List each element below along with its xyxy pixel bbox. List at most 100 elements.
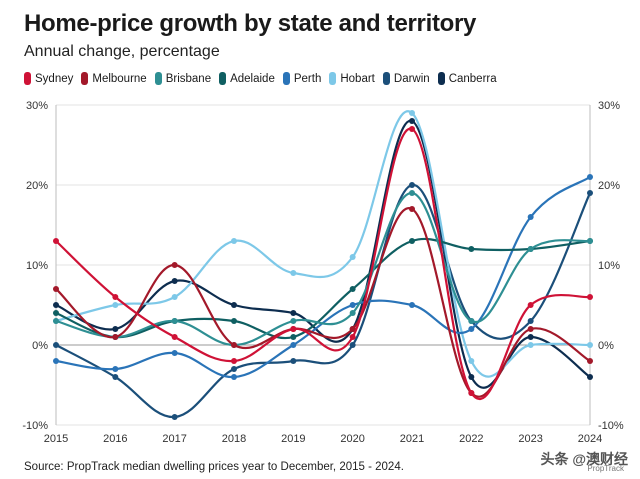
legend-item-adelaide: Adelaide: [219, 72, 275, 85]
data-point-sydney: [587, 294, 593, 300]
legend-label: Adelaide: [230, 72, 275, 85]
data-point-sydney: [349, 334, 356, 340]
data-point-canberra: [171, 278, 178, 284]
data-point-darwin: [587, 190, 593, 196]
data-point-melbourne: [231, 342, 237, 348]
chart-legend: Sydney Melbourne Brisbane Adelaide Perth Hoba…: [24, 72, 497, 85]
legend-item-canberra: Canberra: [437, 72, 497, 85]
data-point-perth: [53, 358, 59, 364]
x-tick-label: 2020: [340, 433, 364, 445]
legend-label: Sydney: [35, 72, 74, 85]
data-point-sydney: [231, 358, 237, 364]
data-point-melbourne: [587, 358, 593, 364]
y-tick-label-left: 10%: [26, 260, 48, 272]
data-point-sydney: [53, 238, 59, 244]
data-point-adelaide: [53, 310, 59, 316]
data-point-melbourne: [171, 262, 178, 268]
data-point-canberra: [231, 302, 237, 308]
legend-item-darwin: Darwin: [382, 72, 430, 85]
x-tick-label: 2021: [400, 433, 424, 445]
data-point-sydney: [409, 126, 415, 132]
legend-item-hobart: Hobart: [329, 72, 375, 85]
data-point-perth: [112, 366, 119, 372]
data-point-darwin: [527, 318, 534, 324]
legend-label: Melbourne: [92, 72, 147, 85]
data-point-canberra: [53, 302, 59, 308]
x-tick-label: 2022: [459, 433, 483, 445]
data-point-brisbane: [349, 310, 356, 316]
data-point-melbourne: [527, 326, 534, 332]
data-point-brisbane: [468, 318, 475, 324]
data-point-adelaide: [231, 318, 237, 324]
data-point-darwin: [349, 342, 356, 348]
data-point-hobart: [349, 254, 356, 260]
data-point-hobart: [527, 342, 534, 348]
legend-label: Canberra: [448, 72, 497, 85]
data-point-perth: [409, 302, 415, 308]
data-point-perth: [468, 326, 475, 332]
series-line-darwin: [55, 183, 591, 419]
data-point-darwin: [53, 342, 59, 348]
data-point-darwin: [171, 414, 178, 420]
legend-item-perth: Perth: [282, 72, 321, 85]
data-point-brisbane: [587, 238, 593, 244]
watermark-sub: PropTrack: [587, 464, 624, 473]
data-point-canberra: [409, 118, 415, 124]
data-point-brisbane: [527, 246, 534, 252]
data-point-canberra: [587, 374, 593, 380]
data-point-darwin: [231, 366, 237, 372]
data-point-perth: [290, 342, 297, 348]
data-point-perth: [527, 214, 534, 220]
data-point-hobart: [112, 302, 119, 308]
data-point-hobart: [409, 110, 415, 116]
x-tick-label: 2019: [281, 433, 305, 445]
data-point-melbourne: [112, 334, 119, 340]
data-point-darwin: [409, 182, 415, 188]
y-tick-label-left: 20%: [26, 180, 48, 192]
data-point-brisbane: [409, 190, 415, 196]
data-point-darwin: [112, 374, 119, 380]
y-tick-label-right: 20%: [598, 180, 620, 192]
legend-swatch: [24, 72, 31, 85]
data-point-hobart: [171, 294, 178, 300]
y-tick-label-right: 10%: [598, 260, 620, 272]
series-line-sydney: [55, 127, 591, 401]
data-point-hobart: [468, 358, 475, 364]
data-point-hobart: [290, 270, 297, 276]
data-point-sydney: [290, 326, 297, 332]
data-point-perth: [587, 174, 593, 180]
legend-swatch: [154, 72, 162, 85]
data-point-canberra: [290, 310, 297, 316]
data-point-adelaide: [349, 286, 356, 292]
x-tick-label: 2016: [103, 433, 127, 445]
y-tick-label-left: 30%: [26, 100, 48, 112]
legend-item-melbourne: Melbourne: [81, 72, 147, 85]
y-tick-label-left: 0%: [32, 340, 48, 352]
legend-label: Brisbane: [165, 72, 212, 85]
x-tick-label: 2023: [518, 433, 542, 445]
data-point-perth: [231, 374, 237, 380]
data-point-hobart: [231, 238, 237, 244]
series-line-adelaide: [55, 237, 591, 340]
legend-swatch: [81, 72, 89, 85]
legend-swatch: [382, 72, 390, 85]
legend-label: Hobart: [340, 72, 375, 85]
legend-swatch: [219, 72, 227, 85]
data-point-canberra: [112, 326, 119, 332]
data-point-brisbane: [290, 318, 297, 324]
legend-swatch: [437, 72, 445, 85]
legend-item-brisbane: Brisbane: [154, 72, 212, 85]
y-tick-label-left: -10%: [22, 420, 48, 432]
source-note: Source: PropTrack median dwelling prices…: [24, 461, 404, 473]
y-tick-label-right: -10%: [598, 420, 624, 432]
series-line-melbourne: [55, 207, 591, 398]
chart-title: Home-price growth by state and territory: [24, 10, 477, 37]
y-tick-label-right: 30%: [598, 100, 620, 112]
x-tick-label: 2015: [44, 433, 68, 445]
data-point-melbourne: [409, 206, 415, 212]
data-point-perth: [171, 350, 178, 356]
data-point-melbourne: [53, 286, 59, 292]
data-point-adelaide: [409, 238, 415, 244]
watermark: 头条 @澳财经: [540, 451, 628, 467]
